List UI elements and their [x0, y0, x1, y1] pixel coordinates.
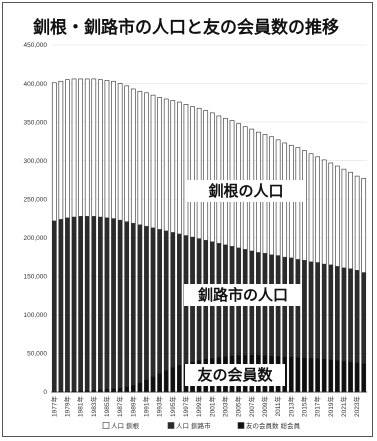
y-tick-label: 200,000	[24, 235, 48, 242]
bar-pop-kushiro-city	[58, 219, 64, 393]
x-tick-label: 2021年	[339, 396, 348, 417]
bar-pop-kushiro-city	[78, 216, 83, 393]
y-tick-label: 300,000	[24, 158, 48, 165]
x-tick-label: 2019年	[326, 396, 335, 417]
bar-pop-kushiro-city	[117, 219, 123, 393]
x-tick-label: 2001年	[207, 396, 216, 417]
annotation-kushiro-nemuro: 釧根の人口	[208, 182, 283, 200]
legend-swatch	[167, 422, 175, 429]
x-tick-label: 1979年	[62, 396, 71, 417]
legend-label: 人口 釧根	[111, 421, 140, 430]
bar-members	[354, 362, 360, 393]
legend-label: 人口 釧路市	[176, 421, 211, 430]
bar-pop-kushiro-city	[104, 217, 110, 393]
y-tick-label: 50,000	[27, 351, 47, 358]
y-tick-label: 400,000	[24, 81, 48, 88]
x-axis-ticks: 1977年 1979年 1981年 1983年 1985年 1987年 1989年 1991年…	[49, 396, 361, 417]
bar-members	[315, 358, 320, 393]
x-tick-label: 1985年	[102, 396, 111, 417]
x-tick-label: 2013年	[286, 396, 295, 417]
x-tick-label: 2011年	[273, 396, 282, 417]
y-axis-ticks: 0 50,000 100,000 150,000 200,000 250,000 300,0…	[24, 42, 48, 396]
chart-frame: 釧根・釧路市の人口と友の会員数の推移 0 50,000 100,000 150,000…	[2, 2, 373, 437]
x-tick-label: 1993年	[155, 396, 164, 417]
x-tick-label: 1987年	[115, 396, 124, 417]
bar-pop-kushiro-city	[65, 217, 70, 393]
bar-members	[335, 360, 340, 393]
bar-pop-kushiro-city	[98, 216, 103, 393]
legend-label: 友の会員数 総会員	[246, 421, 301, 430]
x-tick-label: 2005年	[234, 396, 243, 417]
legend: 人口 釧根 人口 釧路市 友の会員数 総会員	[102, 421, 301, 430]
x-tick-label: 2023年	[352, 396, 361, 417]
bar-members	[170, 367, 175, 393]
bar-members	[117, 387, 123, 393]
y-tick-label: 150,000	[24, 274, 48, 281]
annotation-kushiro-city-bg	[184, 284, 302, 306]
x-tick-label: 2007年	[247, 396, 256, 417]
bar-members	[144, 379, 149, 393]
bar-members	[131, 384, 136, 393]
bar-members	[348, 361, 353, 393]
bar-members	[177, 364, 182, 393]
bars	[51, 78, 367, 393]
annotation-members: 友の会員数	[197, 366, 273, 384]
y-tick-label: 250,000	[24, 196, 48, 203]
bar-members	[137, 382, 143, 393]
bar-pop-kushiro-city	[111, 218, 116, 393]
bar-members	[308, 357, 314, 393]
y-tick-label: 0	[43, 389, 47, 396]
y-tick-label: 450,000	[24, 42, 48, 49]
x-tick-label: 1981年	[76, 396, 85, 417]
y-tick-label: 100,000	[24, 312, 48, 319]
annotation-kushiro-city: 釧路市の人口	[198, 286, 288, 304]
bar-members	[164, 370, 169, 393]
bar-pop-kushiro-city	[124, 221, 129, 393]
x-tick-label: 1983年	[89, 396, 98, 417]
bar-pop-kushiro-city	[164, 230, 169, 393]
legend-swatch	[237, 422, 245, 429]
chart-title: 釧根・釧路市の人口と友の会員数の推移	[33, 17, 339, 38]
annotation-members-bg	[185, 364, 285, 386]
bar-pop-kushiro-city	[144, 226, 149, 393]
legend-swatch	[102, 422, 110, 429]
x-tick-label: 2015年	[299, 396, 308, 417]
bar-members	[124, 386, 129, 393]
x-tick-label: 1995年	[168, 396, 177, 417]
y-tick-label: 350,000	[24, 119, 48, 126]
bar-pop-kushiro-city	[131, 222, 136, 393]
bar-members	[111, 388, 116, 393]
annotation-kushiro-nemuro-bg	[186, 180, 306, 202]
bar-pop-kushiro-city	[71, 216, 77, 393]
bar-members	[302, 357, 307, 393]
bar-pop-kushiro-city	[157, 229, 162, 393]
bar-pop-kushiro-city	[85, 216, 90, 393]
x-tick-label: 2003年	[220, 396, 229, 417]
x-tick-label: 1989年	[128, 396, 137, 417]
x-tick-label: 2009年	[260, 396, 269, 417]
x-tick-label: 1999年	[194, 396, 203, 417]
x-tick-label: 1991年	[141, 396, 150, 417]
bar-pop-kushiro-city	[150, 227, 156, 393]
bar-pop-kushiro-city	[91, 216, 96, 393]
bar-members	[295, 357, 301, 393]
x-tick-label: 1997年	[181, 396, 190, 417]
bar-members	[157, 373, 162, 393]
bar-pop-kushiro-city	[52, 220, 57, 393]
x-tick-label: 1977年	[49, 396, 58, 417]
bar-members	[328, 359, 333, 393]
x-tick-label: 2017年	[313, 396, 322, 417]
bar-members	[104, 388, 110, 393]
bar-members	[150, 376, 156, 393]
bar-members	[322, 358, 327, 393]
chart-svg: 釧根・釧路市の人口と友の会員数の推移 0 50,000 100,000 150,000…	[24, 17, 367, 430]
bar-members	[361, 363, 366, 393]
bar-pop-kushiro-city	[137, 224, 143, 393]
bar-members	[341, 361, 347, 393]
bar-members	[289, 356, 294, 393]
